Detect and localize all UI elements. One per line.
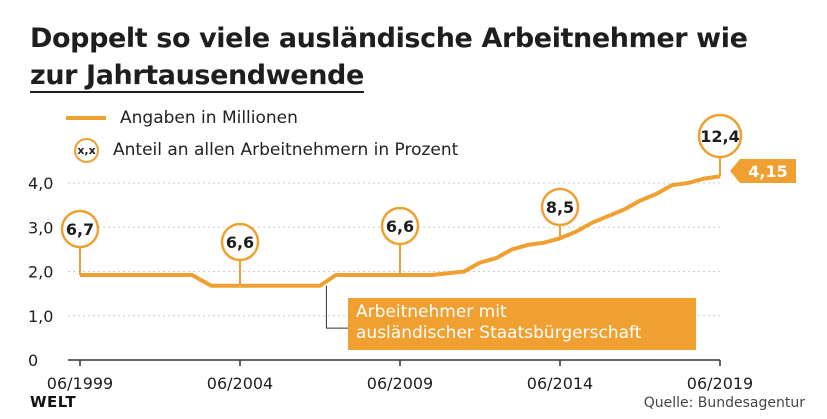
x-tick-label: 06/2004 <box>207 374 273 393</box>
x-tick-label: 06/1999 <box>47 374 113 393</box>
share-badge <box>697 113 743 159</box>
x-tick-label: 06/2009 <box>367 374 433 393</box>
legend-badge-label: Anteil an allen Arbeitnehmern in Prozent <box>113 140 459 160</box>
legend-line-swatch <box>66 116 106 120</box>
series-label-line1: Arbeitnehmer mit <box>356 302 507 322</box>
y-tick-label: 4,0 <box>28 174 53 193</box>
series-line <box>80 174 721 288</box>
y-tick-label: 0 <box>28 351 38 370</box>
legend-line-label: Angaben in Millionen <box>120 108 298 128</box>
series-label-box: Arbeitnehmer mit ausländischer Staatsbür… <box>348 298 696 350</box>
y-tick-label: 1,0 <box>28 307 53 326</box>
y-tick-label: 2,0 <box>28 263 53 282</box>
series-label-line2: ausländischer Staatsbürgerschaft <box>356 323 642 343</box>
share-badge <box>540 187 580 227</box>
chart-title-line2: zur Jahrtausendwende <box>30 60 364 93</box>
y-tick-label: 3,0 <box>28 218 53 237</box>
share-badge-label: 12,4 <box>700 127 739 146</box>
share-badge-label: 6,6 <box>226 233 254 252</box>
legend-badge-symbol: x,x <box>74 137 99 163</box>
x-tick-label: 06/2019 <box>687 374 753 393</box>
chart-title-line1: Doppelt so viele ausländische Arbeitnehm… <box>30 23 748 54</box>
legend-badge-item: x,x Anteil an allen Arbeitnehmern in Pro… <box>66 135 458 165</box>
source-note: Quelle: Bundesagentur <box>643 395 805 411</box>
legend-line-item: Angaben in Millionen <box>66 103 298 133</box>
share-badge-label: 8,5 <box>546 198 574 217</box>
callout-leader <box>325 285 348 329</box>
chart-title: Doppelt so viele ausländische Arbeitnehm… <box>30 20 790 94</box>
x-tick-label: 06/2014 <box>527 374 593 393</box>
share-badge-label: 6,7 <box>66 220 94 239</box>
share-badge <box>220 222 260 262</box>
end-value-tag: 4,15 <box>730 159 796 183</box>
share-badge <box>60 209 100 249</box>
share-badge-label: 6,6 <box>386 217 414 236</box>
welt-logo: WELT <box>30 393 77 411</box>
share-badge <box>380 206 420 246</box>
